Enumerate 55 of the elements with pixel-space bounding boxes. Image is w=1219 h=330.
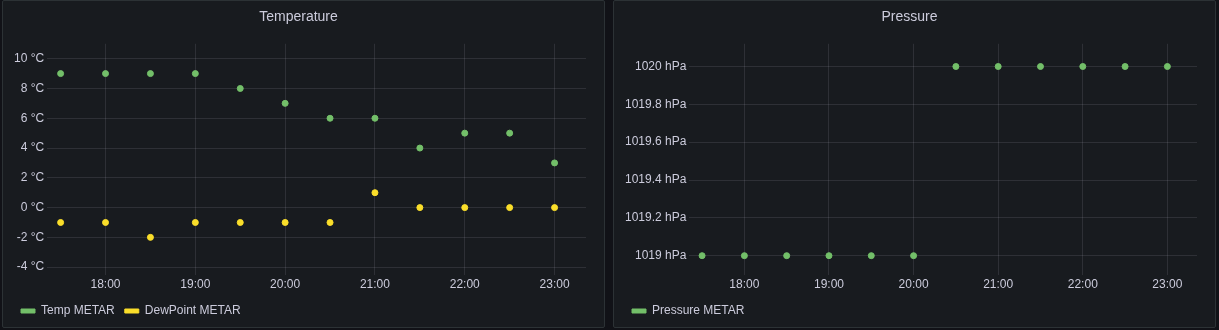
point: [146, 233, 154, 241]
chart-title: Temperature: [259, 8, 339, 25]
point: [506, 129, 514, 137]
point: [461, 204, 469, 212]
point: [191, 218, 199, 226]
x-tick-label: 22:00: [1067, 277, 1099, 292]
point: [236, 84, 244, 92]
x-tick-label: 18:00: [729, 277, 760, 292]
point: [551, 204, 559, 212]
point: [506, 204, 514, 212]
point: [371, 114, 379, 122]
point: [326, 218, 334, 226]
legend-label: Temp METAR: [41, 303, 116, 318]
y-tick-label: 2 °C: [20, 170, 45, 185]
y-tick-label: 1019.6 hPa: [625, 134, 687, 149]
point: [146, 70, 154, 78]
point: [236, 218, 244, 226]
point: [281, 99, 289, 107]
y-tick-label: 1019.2 hPa: [625, 210, 687, 225]
point: [416, 144, 424, 152]
y-tick-label: 1020 hPa: [635, 58, 687, 73]
x-tick-label: 20:00: [270, 277, 301, 292]
x-tick-label: 18:00: [90, 277, 121, 292]
point: [326, 114, 334, 122]
point: [191, 70, 199, 78]
y-tick-label: 6 °C: [20, 110, 45, 125]
y-tick-label: 1019 hPa: [635, 247, 687, 262]
legend-label: Pressure METAR: [652, 303, 745, 318]
y-tick-label: 10 °C: [13, 51, 45, 65]
x-tick-label: 23:00: [539, 277, 570, 292]
point: [371, 189, 379, 197]
y-tick-label: 1019.8 hPa: [625, 96, 687, 111]
point: [281, 218, 289, 226]
y-tick-label: 0 °C: [20, 199, 45, 214]
y-tick-label: 1019.4 hPa: [625, 172, 687, 187]
point: [57, 218, 65, 226]
x-tick-label: 21:00: [983, 277, 1014, 292]
point: [551, 159, 559, 167]
point: [102, 218, 110, 226]
y-tick-label: -4 °C: [16, 259, 45, 274]
x-tick-label: 23:00: [1152, 277, 1183, 292]
chart-title: Pressure: [881, 8, 938, 25]
y-tick-label: 4 °C: [20, 140, 45, 155]
point: [57, 70, 65, 78]
y-tick-label: 8 °C: [20, 80, 45, 95]
x-tick-label: 20:00: [898, 277, 929, 292]
legend-label: DewPoint METAR: [144, 303, 241, 318]
x-tick-label: 22:00: [449, 277, 481, 292]
x-tick-label: 19:00: [180, 277, 211, 292]
point: [461, 129, 469, 137]
point: [102, 70, 110, 78]
point: [416, 204, 424, 212]
x-tick-label: 19:00: [813, 277, 845, 292]
y-tick-label: -2 °C: [16, 229, 45, 244]
x-tick-label: 21:00: [359, 277, 391, 292]
